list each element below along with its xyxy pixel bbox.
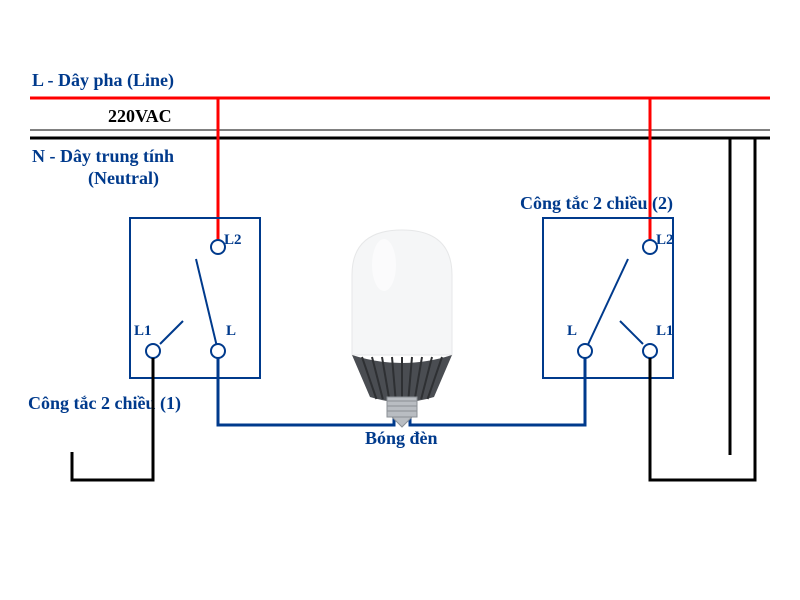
- diagram-stage: L - Dây pha (Line) 220VAC N - Dây trung …: [0, 0, 800, 600]
- wiring-svg: [0, 0, 800, 600]
- bulb-icon: [352, 230, 452, 427]
